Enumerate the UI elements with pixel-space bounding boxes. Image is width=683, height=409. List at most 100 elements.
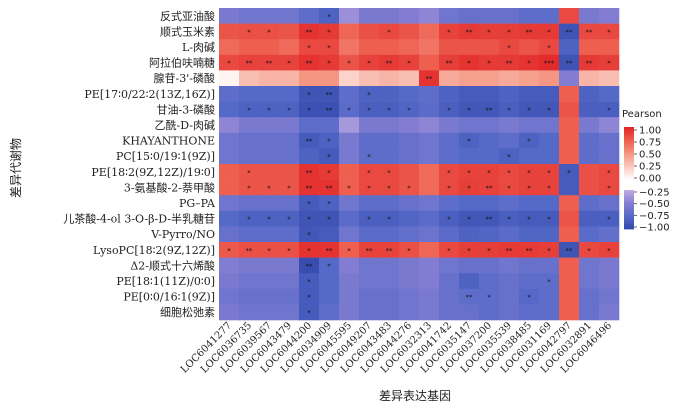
significance-mark-r3-c9: * [407, 60, 411, 68]
heatmap-cell-r7-c0 [219, 117, 240, 134]
legend-swatch-pos-9 [624, 138, 634, 141]
significance-mark-r10-c15: * [527, 169, 531, 177]
heatmap-cell-r3-c9 [399, 54, 420, 71]
row-label-17: PE[18∶1(11Z)/0∶0] [116, 275, 215, 288]
significance-mark-r18-c13: * [487, 294, 491, 302]
significance-mark-r6-c1: * [247, 106, 251, 114]
heatmap-cell-r1-c1 [239, 23, 260, 40]
heatmap-cell-r8-c18 [579, 132, 600, 149]
heatmap-cell-r2-c0 [219, 39, 240, 56]
heatmap-cell-r5-c2 [259, 86, 280, 102]
heatmap-cell-r1-c11 [439, 23, 460, 40]
legend-pos-tick-label-3: 0.25 [639, 162, 661, 173]
heatmap-cell-r9-c1 [239, 148, 260, 165]
heatmap-cell-r11-c1 [239, 179, 260, 196]
heatmap-cell-r2-c13 [479, 39, 500, 56]
heatmap-cell-r18-c1 [239, 288, 260, 305]
significance-mark-r16-c5: * [327, 262, 331, 270]
heatmap-cell-r13-c10 [419, 210, 440, 227]
heatmap-cell-r9-c12 [459, 148, 480, 165]
heatmap-cell-r15-c18 [579, 242, 600, 258]
significance-mark-r18-c12: ** [466, 294, 474, 302]
legend-swatch-neg-15 [624, 204, 634, 206]
significance-mark-r10-c14: * [507, 169, 511, 177]
heatmap-cell-r17-c14 [499, 273, 520, 290]
heatmap-cell-r9-c19 [599, 148, 620, 165]
heatmap-cell-r19-c16 [539, 304, 560, 321]
significance-mark-r13-c16: * [547, 216, 551, 224]
heatmap-cell-r10-c0 [219, 164, 240, 180]
heatmap-cell-r0-c17 [559, 8, 580, 24]
heatmap-cell-r14-c3 [279, 226, 300, 243]
heatmap-cell-r14-c6 [339, 226, 360, 243]
significance-mark-r17-c4: * [307, 278, 311, 286]
heatmap-cell-r4-c7 [359, 70, 380, 87]
heatmap-cell-r12-c18 [579, 195, 600, 212]
legend-swatch-neg-3 [624, 192, 634, 195]
heatmap-cell-r11-c10 [419, 179, 440, 196]
significance-mark-r11-c19: * [607, 184, 611, 192]
significance-mark-r11-c1: * [247, 184, 251, 192]
heatmap-cell-r15-c13 [479, 242, 500, 258]
significance-mark-r3-c2: ** [266, 60, 274, 68]
heatmap-cell-r14-c14 [499, 226, 520, 243]
heatmap-cell-r12-c16 [539, 195, 560, 212]
heatmap-cell-r2-c7 [359, 39, 380, 56]
heatmap-cell-r18-c10 [419, 288, 440, 305]
significance-mark-r11-c12: * [467, 184, 471, 192]
significance-mark-r15-c0: * [227, 247, 231, 255]
legend-swatch-neg-23 [624, 212, 634, 214]
heatmap-cell-r17-c4 [299, 273, 320, 290]
heatmap-cell-r12-c2 [259, 195, 280, 212]
legend-swatch-neg-20 [624, 209, 634, 211]
heatmap-cell-r17-c18 [579, 273, 600, 290]
heatmap-cell-r3-c19 [599, 54, 620, 71]
heatmap-cell-r8-c19 [599, 132, 620, 149]
legend-swatch-pos-14 [624, 145, 634, 147]
legend-swatch-pos-30 [624, 166, 634, 168]
heatmap-cell-r7-c6 [339, 117, 360, 134]
heatmap-cell-r1-c13 [479, 23, 500, 40]
heatmap-cell-r4-c1 [239, 70, 260, 87]
heatmap-cell-r3-c10 [419, 54, 440, 71]
heatmap-cell-r15-c2 [259, 242, 280, 258]
significance-mark-r13-c1: * [247, 216, 251, 224]
legend-swatch-neg-16 [624, 205, 634, 207]
significance-mark-r10-c4: ** [306, 169, 314, 177]
heatmap-cell-r16-c6 [339, 257, 360, 274]
heatmap-cell-r15-c19 [599, 242, 620, 258]
significance-mark-r15-c6: * [347, 247, 351, 255]
legend-swatch-neg-0 [624, 190, 634, 192]
heatmap-cell-r17-c8 [379, 273, 400, 290]
row-label-15: LysoPC[18∶2(9Z,12Z)] [93, 244, 215, 257]
heatmap-cell-r7-c1 [239, 117, 260, 134]
heatmap-cell-r10-c9 [399, 164, 420, 180]
heatmap-cell-r6-c9 [399, 101, 420, 118]
heatmap-cell-r12-c3 [279, 195, 300, 212]
heatmap-cell-r18-c5 [319, 288, 340, 305]
heatmap-cell-r17-c0 [219, 273, 240, 290]
heatmap-cell-r19-c9 [399, 304, 420, 321]
heatmap-cell-r16-c5 [319, 257, 340, 274]
significance-mark-r6-c19: * [607, 106, 611, 114]
heatmap-cell-r11-c0 [219, 179, 240, 196]
significance-mark-r6-c8: * [387, 106, 391, 114]
significance-mark-r15-c13: * [487, 247, 491, 255]
heatmap-cell-r11-c8 [379, 179, 400, 196]
heatmap-cell-r19-c5 [319, 304, 340, 321]
legend-neg-tick-label-2: −0.75 [639, 211, 670, 222]
heatmap-cell-r8-c1 [239, 132, 260, 149]
legend-swatch-neg-2 [624, 191, 634, 194]
significance-mark-r11-c15: * [527, 184, 531, 192]
heatmap-cell-r11-c13 [479, 179, 500, 196]
significance-mark-r15-c2: * [267, 247, 271, 255]
significance-mark-r5-c7: * [367, 91, 371, 99]
heatmap-cell-r19-c8 [379, 304, 400, 321]
heatmap-cell-r9-c5 [319, 148, 340, 165]
significance-mark-r15-c11: * [447, 247, 451, 255]
heatmap-cell-r0-c11 [439, 8, 460, 24]
significance-mark-r10-c8: * [387, 169, 391, 177]
heatmap-cell-r18-c7 [359, 288, 380, 305]
heatmap-cell-r11-c11 [439, 179, 460, 196]
heatmap-cell-r10-c11 [439, 164, 460, 180]
